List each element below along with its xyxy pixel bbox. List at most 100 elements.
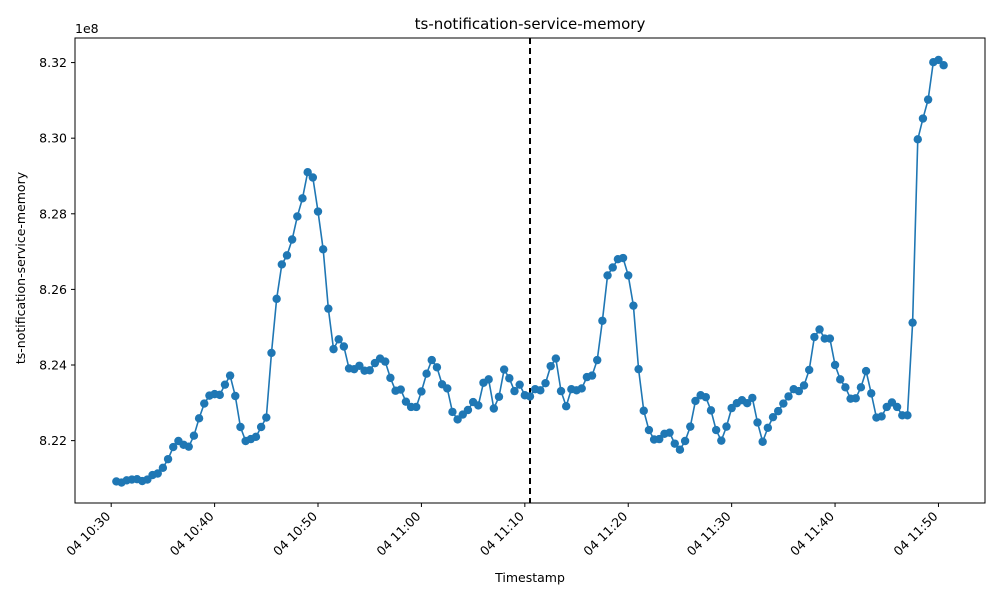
x-tick-label: 04 11:50 xyxy=(890,508,940,558)
data-point xyxy=(686,422,695,431)
data-point xyxy=(267,348,276,358)
data-point xyxy=(200,399,209,408)
data-point xyxy=(277,260,287,269)
data-point xyxy=(587,371,597,380)
data-point xyxy=(830,360,840,370)
data-point xyxy=(396,385,405,394)
data-point xyxy=(779,399,788,408)
data-point xyxy=(918,114,928,123)
data-point xyxy=(877,412,886,421)
data-point xyxy=(748,393,757,403)
y-tick-label: 8.24 xyxy=(39,358,67,373)
data-point xyxy=(634,364,643,374)
data-point xyxy=(624,271,633,280)
x-tick-label: 04 11:30 xyxy=(684,508,734,558)
data-point xyxy=(675,445,685,454)
data-point xyxy=(680,436,690,446)
data-point xyxy=(773,406,783,416)
data-point xyxy=(851,394,860,403)
data-point xyxy=(742,399,752,408)
data-point xyxy=(303,168,312,177)
data-point xyxy=(551,354,561,363)
data-point xyxy=(763,423,773,432)
data-point xyxy=(639,406,648,415)
y-tick-label: 8.32 xyxy=(39,55,67,70)
data-point xyxy=(443,384,452,393)
data-point xyxy=(939,61,948,70)
data-point xyxy=(329,344,338,354)
data-point xyxy=(463,405,473,415)
data-point xyxy=(644,425,654,435)
data-point xyxy=(251,432,261,442)
data-point xyxy=(163,454,173,464)
data-point xyxy=(432,363,442,372)
data-point xyxy=(546,361,555,371)
data-point xyxy=(427,355,436,365)
data-point xyxy=(313,207,323,216)
data-point xyxy=(184,442,193,451)
data-point xyxy=(825,334,835,343)
data-point xyxy=(903,411,912,420)
data-point xyxy=(861,366,871,376)
data-point xyxy=(365,366,374,375)
data-point xyxy=(603,271,612,280)
data-point xyxy=(189,431,199,440)
data-point xyxy=(298,194,307,203)
data-point xyxy=(711,425,721,435)
data-point xyxy=(670,439,679,448)
data-point xyxy=(913,135,922,144)
y-offset-label: 1e8 xyxy=(75,21,99,36)
x-tick-label: 04 11:20 xyxy=(580,508,630,558)
data-point xyxy=(655,434,664,444)
y-tick-label: 8.22 xyxy=(39,433,67,448)
data-point xyxy=(794,386,804,396)
data-point xyxy=(784,392,793,401)
x-tick-label: 04 10:50 xyxy=(270,508,320,558)
data-point xyxy=(489,404,499,413)
data-point xyxy=(836,375,845,384)
data-point xyxy=(717,436,726,445)
data-point xyxy=(220,380,230,389)
plot-area: 8.22 8.24 8.26 8.28 8.30 8.32 04 10:30 04 10:40… xyxy=(39,37,986,559)
data-point xyxy=(561,402,571,411)
data-point xyxy=(515,380,524,389)
data-point xyxy=(799,381,809,390)
data-point xyxy=(236,422,245,432)
data-point xyxy=(768,412,778,422)
data-point xyxy=(908,318,917,327)
data-point xyxy=(293,212,302,221)
data-point xyxy=(412,402,421,412)
data-point xyxy=(510,386,519,396)
data-point xyxy=(282,251,292,260)
data-point xyxy=(923,95,933,104)
data-point xyxy=(381,357,390,366)
data-point xyxy=(691,396,700,406)
data-point xyxy=(505,374,514,383)
y-tick-label: 8.28 xyxy=(39,206,67,221)
data-point xyxy=(525,392,535,401)
data-point xyxy=(758,437,767,446)
data-point xyxy=(448,407,457,417)
data-point xyxy=(287,235,297,244)
data-point xyxy=(194,414,204,423)
data-point xyxy=(169,442,178,452)
data-point xyxy=(608,263,617,272)
data-point xyxy=(499,365,509,374)
data-point xyxy=(856,383,866,392)
data-point xyxy=(417,387,426,396)
data-point xyxy=(474,401,483,410)
data-point xyxy=(665,428,674,437)
y-tick-label: 8.26 xyxy=(39,282,67,297)
x-tick-label: 04 10:40 xyxy=(167,508,217,558)
chart-title: ts-notification-service-memory xyxy=(415,15,646,33)
data-point xyxy=(805,365,814,375)
y-axis-label: ts-notification-service-memory xyxy=(13,171,28,364)
data-point xyxy=(629,301,638,310)
data-point xyxy=(231,391,240,401)
data-point xyxy=(753,418,762,427)
data-point xyxy=(318,245,328,254)
data-point xyxy=(158,463,168,473)
data-point xyxy=(334,335,343,344)
data-point xyxy=(934,55,943,65)
